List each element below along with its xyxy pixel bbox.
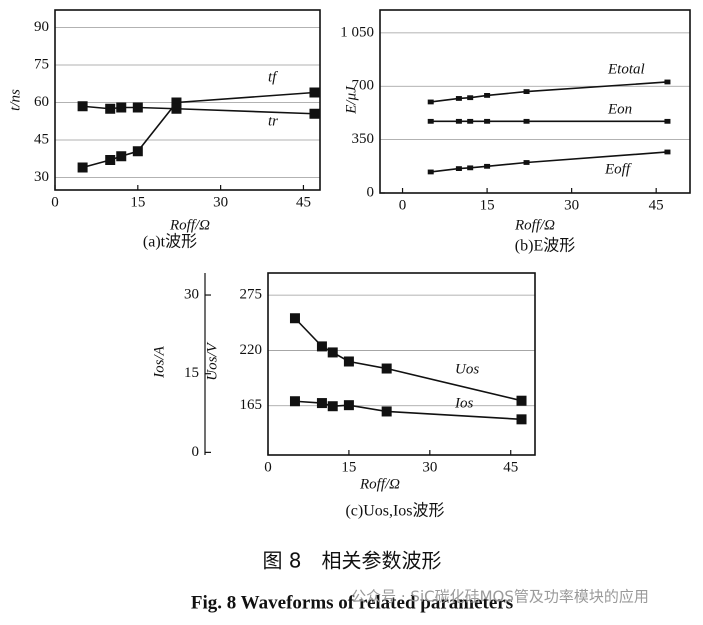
figure-title-cn: 图 8 相关参数波形 [262,549,441,573]
data-point [171,103,182,114]
data-point [343,356,354,367]
data-point [381,406,392,417]
plot-frame [379,9,691,194]
y2-tick-label: 0 [192,444,200,460]
y-tick-label: 0 [367,184,375,200]
data-point [455,96,462,101]
x-tick-label: 30 [422,459,437,475]
x-axis-label: Roff/Ω [169,217,210,233]
y-tick-label: 75 [34,56,49,72]
data-point [523,89,530,94]
y-tick-label: 275 [240,287,263,303]
y2-tick-label: 15 [184,365,199,381]
data-point [427,118,434,124]
data-point [455,118,462,124]
y-tick-label: 90 [34,19,49,35]
series-line [294,317,522,402]
panel-caption: (a)t波形 [143,233,197,251]
figure-title-en: Fig. 8 Waveforms of related parameters [191,592,513,613]
data-point [316,341,327,352]
series-line [430,151,668,173]
y-tick-label: 1 050 [340,24,374,40]
data-point [484,118,491,124]
data-point [132,146,143,157]
data-point [171,97,182,108]
x-tick-label: 0 [399,197,407,213]
panel-caption: (b)E波形 [515,237,575,255]
data-point [116,102,127,113]
data-point [664,79,671,85]
panel-caption: (c)Uos,Ios波形 [345,502,444,520]
plot-frame [267,272,536,456]
y2-tick-label: 30 [184,286,199,302]
x-tick-label: 15 [480,197,495,213]
data-point [327,347,338,358]
watermark: 公众号 · SiC碳化硅MOS管及功率模块的应用 [351,588,649,606]
y-tick-label: 165 [240,397,263,413]
y-tick-label: 700 [352,78,375,94]
x-tick-label: 15 [341,459,356,475]
series-label: tf [268,69,278,85]
data-point [516,395,527,406]
data-point [327,401,338,412]
x-tick-label: 0 [264,459,272,475]
data-point [289,396,300,407]
y-tick-label: 220 [240,342,263,358]
x-tick-label: 45 [296,194,311,210]
data-point [105,155,116,165]
x-tick-label: 45 [649,197,664,213]
y-tick-label: 45 [34,131,49,147]
series-label: Eon [607,101,632,117]
series-label: Ios [454,395,473,411]
data-point [309,87,320,98]
data-point [484,93,491,98]
x-axis-label: Roff/Ω [359,476,400,492]
series-label: tr [268,113,278,129]
x-tick-label: 15 [130,194,145,210]
data-point [427,169,434,175]
x-axis-label: Roff/Ω [514,217,555,233]
data-point [467,95,474,101]
data-point [664,149,671,155]
y-tick-label: 30 [34,169,49,185]
series-label: Etotal [607,61,645,77]
data-point [467,165,474,171]
data-point [523,160,530,165]
x-tick-label: 0 [51,194,59,210]
y-tick-label: 60 [34,94,49,110]
data-point [105,103,116,114]
y-axis-label: E/μJ [343,85,359,115]
data-point [77,162,88,173]
x-tick-label: 30 [213,194,228,210]
data-point [523,118,530,124]
y-axis-label: t/ns [7,89,23,111]
data-point [427,99,434,105]
data-point [116,151,127,162]
x-tick-label: 30 [564,197,579,213]
data-point [455,166,462,171]
data-point [77,101,88,112]
y-tick-label: 350 [352,131,375,147]
y2-axis-label: Ios/A [151,345,167,379]
plot-frame [54,9,321,191]
y-axis-label: Uos/V [204,341,220,380]
data-point [309,108,320,119]
data-point [484,163,491,169]
data-point [381,363,392,374]
data-point [516,414,527,425]
data-point [316,398,327,409]
x-tick-label: 45 [503,459,518,475]
data-point [289,313,300,324]
data-point [467,118,474,124]
series-line [430,81,668,103]
data-point [664,118,671,124]
series-label: Eoff [604,161,632,177]
series-label: Uos [455,361,479,377]
data-point [132,102,143,113]
data-point [343,400,354,411]
